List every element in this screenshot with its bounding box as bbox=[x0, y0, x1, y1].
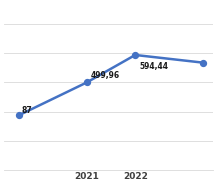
Point bbox=[85, 81, 88, 84]
Point bbox=[134, 53, 137, 57]
Point bbox=[201, 61, 205, 64]
Text: 87: 87 bbox=[22, 105, 32, 114]
Text: 594,44: 594,44 bbox=[139, 62, 168, 71]
Point bbox=[17, 114, 21, 117]
Text: 499,96: 499,96 bbox=[91, 71, 120, 80]
Text: : Evolution du Produit Net Bancaire (PNB) des établissements de crédit (en mi: : Evolution du Produit Net Bancaire (PNB… bbox=[2, 9, 215, 16]
